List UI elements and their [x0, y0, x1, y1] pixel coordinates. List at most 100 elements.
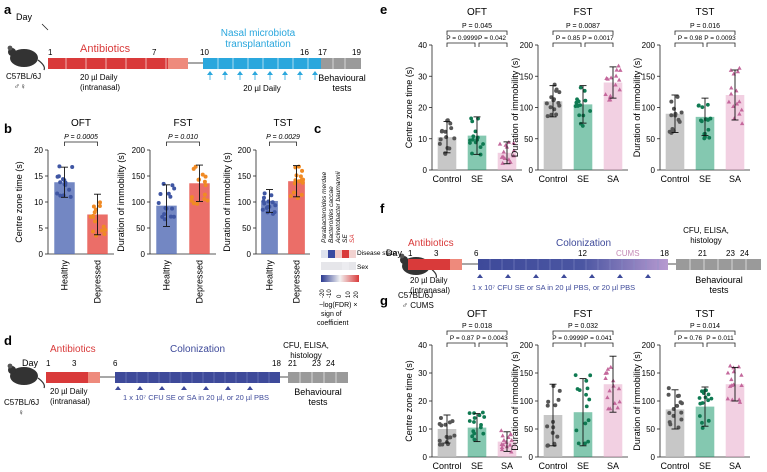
data-point — [606, 406, 611, 411]
bar — [543, 101, 563, 170]
data-point — [156, 201, 161, 206]
svg-text:7: 7 — [152, 48, 157, 57]
data-point — [667, 411, 672, 416]
y-tick-label: 20 — [418, 397, 427, 406]
data-point — [511, 148, 517, 153]
p-value: P = 0.9999 — [446, 35, 478, 42]
data-point — [501, 149, 506, 154]
data-point — [168, 214, 173, 219]
mouse-icon — [7, 363, 45, 389]
data-point — [730, 397, 735, 402]
chart-title: FST — [574, 309, 593, 320]
x-tick-label: Control — [432, 174, 461, 184]
data-point — [612, 400, 617, 405]
svg-text:17: 17 — [318, 48, 327, 57]
data-point — [679, 417, 684, 422]
behaviour-label-1: Behavioural — [695, 275, 743, 285]
panel-a: a C57BL/6J ♂♀ Day 1 7 10 16 17 — [4, 2, 366, 93]
significance-bracket — [552, 30, 614, 35]
data-point — [500, 433, 505, 438]
y-tick-label: 200 — [238, 146, 252, 155]
svg-text:-20: -20 — [320, 289, 326, 298]
data-point — [88, 214, 93, 219]
panel-g-charts: OFT 0 10 20 30 40 Centre zone time (s) Control S… — [404, 309, 750, 471]
data-point — [573, 373, 578, 378]
svg-text:24: 24 — [740, 249, 749, 258]
data-point — [617, 87, 622, 92]
panel-f: f C57BL/6J ♂ CUMS Day 1 3 6 12 — [380, 201, 761, 310]
p-value: P = 0.87 — [450, 335, 475, 342]
data-point — [706, 418, 711, 423]
p-value: P = 0.045 — [462, 23, 492, 30]
x-tick-label: Control — [432, 461, 461, 471]
data-point — [502, 156, 508, 161]
y-tick-label: 150 — [642, 72, 656, 81]
data-point — [292, 181, 297, 186]
data-point — [479, 423, 483, 427]
bar — [603, 384, 623, 457]
data-point — [452, 433, 457, 438]
data-point — [679, 110, 684, 115]
panel-d: d C57BL/6J ♀ Day 1 3 6 18 21 23 24 Antib… — [4, 333, 348, 417]
y-axis-label: Duration of immobility (s) — [510, 58, 520, 158]
svg-text:3: 3 — [72, 359, 77, 368]
transplant-bar — [203, 58, 321, 69]
y-tick-label: 100 — [642, 104, 656, 113]
significance-bracket — [584, 342, 614, 347]
data-point — [549, 95, 554, 100]
data-point — [170, 183, 175, 188]
data-point — [291, 190, 296, 195]
y-axis-label: Duration of immobility (s) — [632, 58, 642, 158]
significance-bracket — [584, 42, 614, 47]
data-point — [699, 119, 704, 124]
data-point — [171, 214, 176, 219]
colonization-bar — [115, 372, 280, 383]
data-point — [68, 194, 73, 199]
data-point — [470, 119, 475, 124]
data-point — [549, 112, 554, 117]
data-point — [101, 224, 106, 229]
data-point — [726, 99, 732, 104]
behaviour-bar — [288, 372, 348, 383]
y-tick-label: 40 — [418, 341, 427, 350]
data-point — [556, 397, 561, 402]
x-tick-label: Control — [538, 461, 567, 471]
data-point — [300, 180, 305, 185]
antibiotics-bar — [46, 372, 98, 383]
data-point — [511, 153, 516, 158]
svg-text:23: 23 — [312, 359, 321, 368]
data-point — [501, 442, 506, 447]
data-point — [189, 195, 194, 200]
panel-letter-b: b — [4, 121, 12, 136]
data-point — [508, 431, 513, 436]
data-point — [162, 217, 167, 222]
p-value: P = 0.010 — [168, 134, 198, 141]
data-point — [697, 396, 702, 400]
data-point — [300, 168, 305, 173]
data-point — [97, 204, 102, 209]
data-point — [93, 219, 98, 224]
data-point — [482, 415, 487, 419]
data-point — [166, 191, 171, 196]
data-point — [583, 98, 588, 103]
p-value: P = 0.016 — [690, 23, 720, 30]
y-tick-label: 150 — [238, 172, 252, 181]
data-point — [447, 146, 452, 151]
y-tick-label: 50 — [242, 224, 251, 233]
data-point — [102, 232, 107, 237]
data-point — [443, 129, 448, 134]
sex-label: ♂ CUMS — [402, 301, 434, 310]
x-tick-label: SE — [699, 461, 711, 471]
p-value: P = 0.0093 — [704, 35, 736, 42]
data-point — [580, 124, 585, 128]
data-point — [739, 121, 745, 126]
data-point — [162, 212, 167, 217]
x-tick-label: SA — [729, 461, 741, 471]
data-point — [478, 145, 483, 150]
y-tick-label: 200 — [642, 341, 656, 350]
data-point — [93, 207, 98, 212]
y-tick-label: 150 — [642, 369, 656, 378]
data-point — [288, 194, 293, 199]
